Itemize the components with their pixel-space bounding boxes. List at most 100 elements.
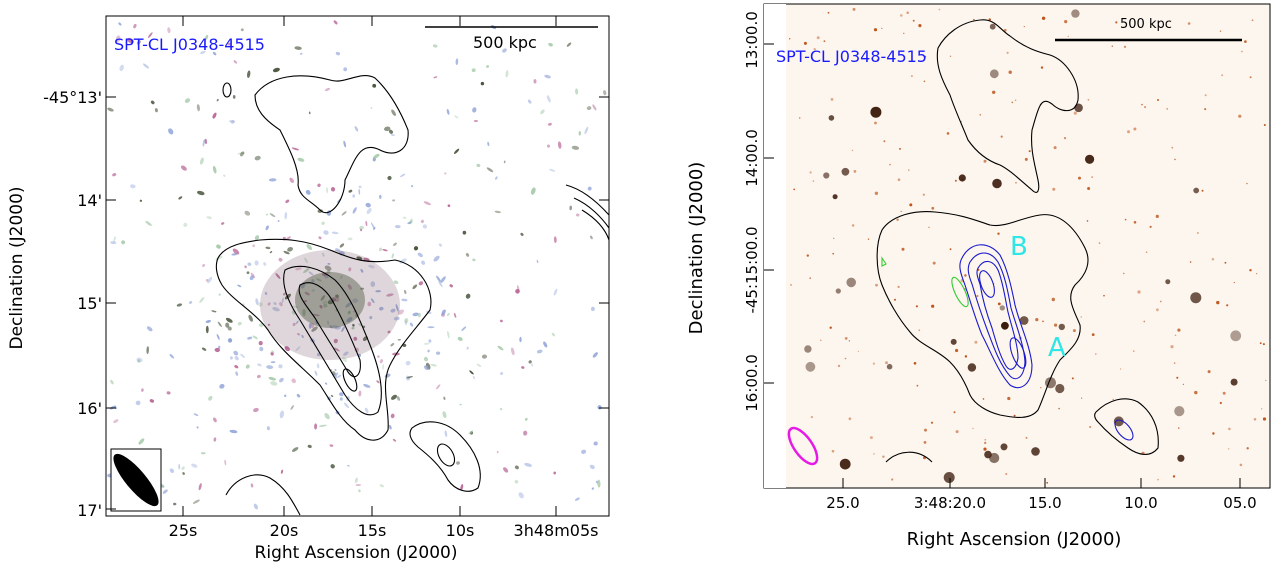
- right-star: [950, 338, 957, 345]
- left-xtick-0: 25s: [169, 521, 198, 540]
- left-galaxy-speck: [237, 321, 242, 326]
- left-galaxy-speck: [401, 298, 408, 302]
- right-star: [810, 415, 814, 419]
- right-image-edge: [764, 4, 786, 488]
- right-star: [999, 305, 1005, 311]
- right-blue-contours: [959, 244, 1134, 441]
- left-galaxy-speck: [107, 107, 114, 112]
- left-galaxy-speck: [412, 284, 418, 290]
- right-star: [1072, 329, 1076, 333]
- left-galaxy-speck: [263, 262, 267, 266]
- left-galaxy-speck: [515, 288, 520, 294]
- left-galaxy-speck: [217, 321, 222, 328]
- left-galaxy-speck: [200, 452, 206, 455]
- right-blue-contour-b-core: [979, 270, 995, 298]
- right-star: [1091, 176, 1093, 178]
- right-star: [989, 452, 1000, 464]
- left-galaxy-speck: [354, 477, 359, 484]
- left-contour-inner: [298, 282, 361, 378]
- left-galaxy-speck: [198, 483, 202, 491]
- left-galaxy-speck: [283, 250, 290, 255]
- left-galaxy-speck: [268, 178, 277, 182]
- right-star: [918, 24, 922, 28]
- right-star: [820, 339, 822, 342]
- left-galaxy-speck: [586, 106, 592, 111]
- right-star: [1149, 225, 1152, 228]
- left-figure-panel: 500 kpc SPT-CL J0348-4515 25s: [0, 0, 620, 566]
- left-galaxy-speck: [244, 210, 251, 216]
- left-galaxy-speck: [233, 350, 239, 356]
- right-star: [1157, 478, 1159, 481]
- left-galaxy-speck: [392, 199, 396, 202]
- left-galaxy-speck: [259, 323, 264, 328]
- right-star: [997, 232, 1000, 235]
- right-star: [949, 248, 952, 251]
- left-galaxy-speck: [301, 334, 304, 339]
- right-star: [1155, 214, 1159, 218]
- right-star: [909, 203, 913, 207]
- right-star: [913, 362, 917, 365]
- left-galaxy-speck: [495, 176, 498, 180]
- right-star: [1197, 232, 1199, 234]
- left-galaxy-speck: [273, 302, 277, 305]
- left-galaxy-speck: [249, 275, 254, 281]
- right-star: [1005, 473, 1008, 475]
- left-galaxy-speck: [191, 463, 198, 468]
- right-star: [979, 113, 982, 116]
- left-galaxy-speck: [311, 289, 315, 292]
- left-galaxy-speck: [557, 141, 562, 149]
- left-galaxy-speck: [339, 397, 343, 401]
- left-galaxy-speck: [145, 220, 152, 226]
- left-galaxy-speck: [181, 466, 185, 470]
- left-galaxy-speck: [189, 301, 193, 304]
- left-galaxy-speck: [540, 109, 545, 115]
- right-star: [1241, 50, 1243, 53]
- left-galaxy-speck: [130, 184, 136, 189]
- left-galaxy-speck: [546, 95, 551, 103]
- right-star: [989, 69, 999, 79]
- left-galaxy-speck: [590, 235, 593, 240]
- right-star: [1261, 408, 1263, 410]
- left-galaxy-speck: [347, 237, 353, 241]
- left-galaxy-speck: [311, 279, 315, 283]
- left-galaxy-speck: [228, 120, 236, 123]
- right-star: [1081, 397, 1083, 399]
- left-galaxy-speck: [212, 51, 217, 56]
- right-star: [900, 14, 903, 17]
- right-star: [1230, 378, 1238, 386]
- right-star: [1052, 187, 1056, 191]
- right-star: [1187, 22, 1191, 25]
- left-galaxy-speck: [345, 302, 352, 308]
- right-contour-south: [885, 451, 933, 463]
- right-star: [831, 449, 835, 453]
- right-blue-contour-3: [976, 260, 1019, 370]
- right-star: [930, 421, 934, 424]
- left-galaxy-speck: [597, 479, 601, 488]
- left-galaxy-speck: [473, 119, 478, 123]
- right-star: [1221, 74, 1224, 77]
- left-galaxy-speck: [214, 347, 220, 353]
- left-galaxy-speck: [352, 323, 355, 327]
- left-galaxy-speck: [409, 322, 414, 327]
- left-galaxy-speck: [211, 310, 217, 313]
- left-galaxy-speck: [149, 399, 155, 403]
- right-star: [1262, 417, 1267, 421]
- left-galaxy-speck: [427, 326, 435, 329]
- left-galaxy-speck: [430, 363, 437, 367]
- right-star: [906, 11, 909, 14]
- left-galaxy-speck: [330, 395, 334, 397]
- right-star: [1019, 316, 1029, 325]
- left-galaxy-speck: [290, 405, 294, 410]
- right-star: [806, 254, 809, 257]
- left-galaxy-speck: [202, 263, 206, 268]
- left-galaxy-speck: [135, 400, 141, 406]
- right-star: [916, 384, 919, 387]
- left-galaxy-speck: [213, 417, 217, 423]
- left-galaxy-speck: [253, 407, 259, 413]
- left-galaxy-speck: [118, 22, 122, 26]
- left-galaxy-speck: [411, 185, 414, 188]
- left-galaxy-speck: [224, 459, 227, 466]
- right-star: [1249, 76, 1252, 79]
- right-star: [1127, 130, 1130, 134]
- right-star: [1086, 220, 1089, 222]
